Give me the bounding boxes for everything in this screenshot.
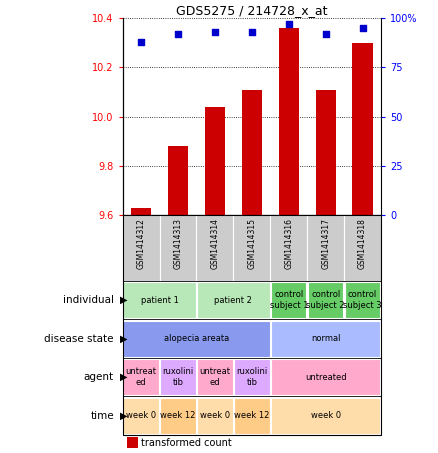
Bar (279, 28, 299, 215)
Bar (271, 321, 380, 357)
Bar (124, 282, 196, 318)
Bar (344, 215, 381, 281)
Bar (345, 282, 380, 318)
Text: control
subject 3: control subject 3 (343, 290, 382, 310)
Bar (197, 359, 233, 395)
Text: GSM1414317: GSM1414317 (321, 218, 330, 270)
Text: untreat
ed: untreat ed (199, 367, 230, 387)
Title: GDS5275 / 214728_x_at: GDS5275 / 214728_x_at (176, 4, 328, 17)
Text: week 0: week 0 (200, 411, 230, 420)
Bar (131, 208, 151, 215)
Bar (271, 359, 380, 395)
Bar (271, 398, 380, 434)
Bar (353, 43, 373, 215)
Bar (197, 282, 269, 318)
Bar (160, 359, 196, 395)
Text: week 0: week 0 (126, 411, 156, 420)
Text: GSM1414318: GSM1414318 (358, 218, 367, 270)
Text: untreated: untreated (305, 373, 346, 381)
Bar (271, 282, 307, 318)
Text: patient 2: patient 2 (215, 296, 252, 304)
Text: transformed count: transformed count (141, 438, 232, 448)
Text: ▶: ▶ (120, 295, 128, 305)
Bar (234, 359, 269, 395)
Point (322, 30, 329, 38)
Text: agent: agent (84, 372, 114, 382)
Text: GSM1414314: GSM1414314 (210, 218, 219, 270)
Bar (123, 215, 159, 281)
Text: ruxolini
tib: ruxolini tib (162, 367, 194, 387)
Text: untreat
ed: untreat ed (126, 367, 157, 387)
Text: week 12: week 12 (234, 411, 269, 420)
Point (138, 38, 145, 45)
Text: normal: normal (311, 334, 340, 343)
Bar (124, 398, 159, 434)
Point (285, 20, 292, 28)
Text: alopecia areata: alopecia areata (164, 334, 229, 343)
Text: individual: individual (63, 295, 114, 305)
Text: control
subject 1: control subject 1 (269, 290, 308, 310)
Point (359, 24, 366, 32)
Bar (270, 215, 307, 281)
Text: ▶: ▶ (120, 333, 128, 344)
Bar (168, 146, 188, 215)
Text: disease state: disease state (44, 333, 114, 344)
Bar (159, 215, 197, 281)
Bar (124, 321, 269, 357)
Bar (308, 282, 343, 318)
Bar (205, 107, 225, 215)
Point (212, 28, 219, 35)
Text: patient 1: patient 1 (141, 296, 179, 304)
Bar (160, 398, 196, 434)
Bar (315, 90, 336, 215)
Text: ruxolini
tib: ruxolini tib (236, 367, 268, 387)
Bar (124, 359, 159, 395)
Point (248, 28, 255, 35)
Text: week 12: week 12 (160, 411, 196, 420)
Bar (197, 215, 233, 281)
Text: ▶: ▶ (120, 410, 128, 421)
Text: time: time (90, 410, 114, 421)
Text: GSM1414313: GSM1414313 (173, 218, 183, 270)
Bar (242, 90, 262, 215)
Text: GSM1414315: GSM1414315 (247, 218, 256, 270)
Point (174, 30, 181, 38)
Text: week 0: week 0 (311, 411, 341, 420)
Text: control
subject 2: control subject 2 (307, 290, 345, 310)
Bar (234, 398, 269, 434)
Text: ▶: ▶ (120, 372, 128, 382)
Bar (233, 215, 270, 281)
Bar (307, 215, 344, 281)
Bar (197, 398, 233, 434)
Text: GSM1414316: GSM1414316 (284, 218, 293, 270)
Text: GSM1414312: GSM1414312 (137, 218, 145, 270)
